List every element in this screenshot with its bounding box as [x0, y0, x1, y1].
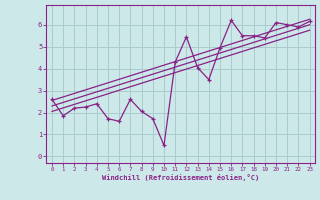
X-axis label: Windchill (Refroidissement éolien,°C): Windchill (Refroidissement éolien,°C) [102, 174, 260, 181]
